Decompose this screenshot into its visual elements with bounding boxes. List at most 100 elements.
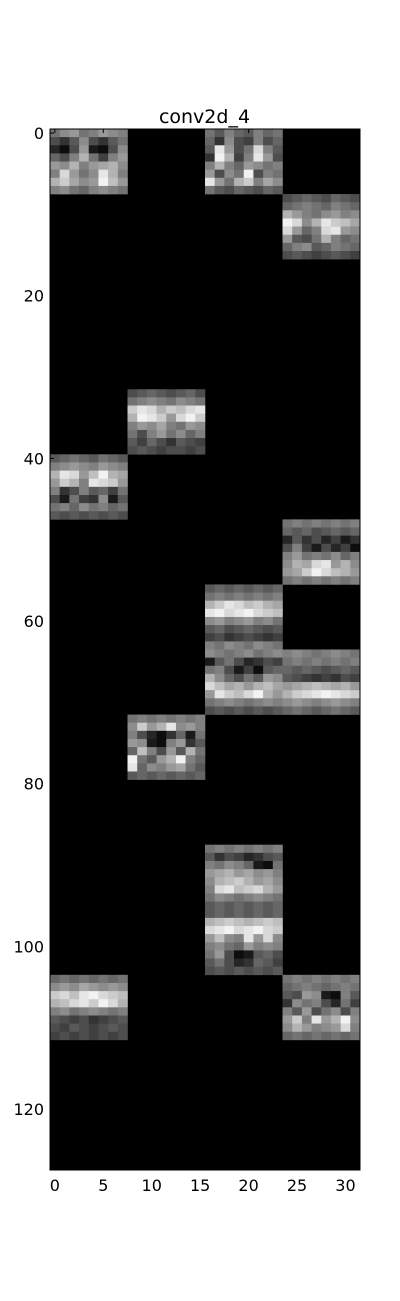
heatmap-cell <box>224 844 235 854</box>
heatmap-cell <box>282 210 293 219</box>
heatmap-cell <box>175 730 186 740</box>
heatmap-cell <box>205 625 215 634</box>
heatmap-cell <box>234 926 245 935</box>
feature-tile-2 <box>282 194 361 260</box>
heatmap-cell <box>214 852 225 862</box>
heatmap-cell <box>330 527 341 536</box>
heatmap-cell <box>243 885 254 894</box>
heatmap-cell <box>311 673 322 683</box>
y-tick-label: 20 <box>24 287 44 306</box>
heatmap-cell <box>321 673 332 683</box>
heatmap-cell <box>214 893 225 902</box>
heatmap-cell <box>234 185 245 195</box>
heatmap-cell <box>311 991 322 1000</box>
heatmap-cell <box>301 551 312 561</box>
heatmap-cell <box>350 535 361 545</box>
heatmap-cell <box>117 1023 128 1033</box>
heatmap-cell <box>59 494 70 504</box>
heatmap-cell <box>146 722 157 732</box>
heatmap-cell <box>350 218 361 227</box>
heatmap-cell <box>137 763 148 772</box>
heatmap-cell <box>50 153 60 162</box>
heatmap-cell <box>127 722 138 732</box>
heatmap-cell <box>205 950 215 959</box>
feature-tile-1 <box>205 129 283 195</box>
heatmap-cell <box>263 893 274 902</box>
heatmap-cell <box>253 869 264 878</box>
heatmap-cell <box>243 145 254 154</box>
heatmap-cell <box>311 527 322 536</box>
heatmap-cell <box>253 129 264 138</box>
heatmap-cell <box>214 877 225 886</box>
heatmap-cell <box>253 926 264 935</box>
heatmap-cell <box>243 153 254 162</box>
heatmap-cell <box>205 145 215 154</box>
heatmap-cell <box>137 755 148 764</box>
heatmap-cell <box>59 1015 70 1024</box>
x-axis: 0 5 10 15 20 25 30 <box>50 129 356 1195</box>
heatmap-cell <box>205 966 215 976</box>
heatmap-cell <box>253 649 264 658</box>
heatmap-cell <box>272 649 283 658</box>
heatmap-cell <box>253 909 264 919</box>
heatmap-cell <box>253 161 264 170</box>
heatmap-cell <box>340 999 351 1008</box>
heatmap-cell <box>137 421 148 431</box>
heatmap-cell <box>272 641 283 650</box>
heatmap-cell <box>234 169 245 179</box>
axes-frame <box>49 128 361 1171</box>
heatmap-cell <box>321 1031 332 1041</box>
heatmap-cell <box>282 194 293 203</box>
heatmap-cell <box>311 706 322 715</box>
x-tick-label: 25 <box>287 1176 307 1195</box>
feature-tile-8 <box>282 649 361 715</box>
heatmap-cell <box>98 503 109 512</box>
heatmap-cell <box>340 218 351 227</box>
heatmap-cell <box>292 210 303 219</box>
heatmap-cell <box>253 592 264 601</box>
heatmap-cell <box>224 665 235 675</box>
heatmap-cell <box>340 706 351 715</box>
heatmap-cell <box>214 161 225 170</box>
heatmap-cell <box>50 470 60 480</box>
heatmap-cell <box>117 137 128 146</box>
heatmap-cell <box>195 738 206 748</box>
heatmap-cell <box>224 901 235 911</box>
heatmap-cell <box>50 503 60 512</box>
heatmap-cell <box>311 576 322 585</box>
heatmap-cell <box>301 1007 312 1016</box>
heatmap-cell <box>185 397 196 406</box>
heatmap-cell <box>292 682 303 691</box>
heatmap-cell <box>205 177 215 187</box>
heatmap-cell <box>253 657 264 667</box>
heatmap-cell <box>224 706 235 715</box>
heatmap-cell <box>127 413 138 423</box>
heatmap-cell <box>224 690 235 699</box>
heatmap-cell <box>253 169 264 179</box>
heatmap-cell <box>234 633 245 642</box>
heatmap-cell <box>340 242 351 252</box>
heatmap-cell <box>263 942 274 951</box>
feature-tile-6 <box>205 584 283 650</box>
heatmap-cell <box>340 673 351 683</box>
heatmap-cell <box>205 698 215 707</box>
heatmap-cell <box>195 730 206 740</box>
x-tick-label: 10 <box>142 1176 162 1195</box>
heatmap-cell <box>214 860 225 870</box>
x-tick-label: 5 <box>98 1176 108 1195</box>
heatmap-cell <box>350 974 361 984</box>
heatmap-cell <box>127 771 138 780</box>
heatmap-cell <box>234 657 245 667</box>
heatmap-cell <box>117 478 128 488</box>
heatmap-cell <box>340 194 351 203</box>
heatmap-cell <box>205 649 215 658</box>
feature-tile-13 <box>282 974 361 1041</box>
heatmap-cell <box>311 568 322 577</box>
heatmap-cell <box>350 576 361 585</box>
heatmap-cell <box>350 194 361 203</box>
heatmap-cell <box>253 950 264 959</box>
heatmap-cell <box>243 877 254 886</box>
heatmap-cell <box>301 576 312 585</box>
heatmap-cell <box>214 917 225 927</box>
heatmap-cell <box>98 462 109 471</box>
